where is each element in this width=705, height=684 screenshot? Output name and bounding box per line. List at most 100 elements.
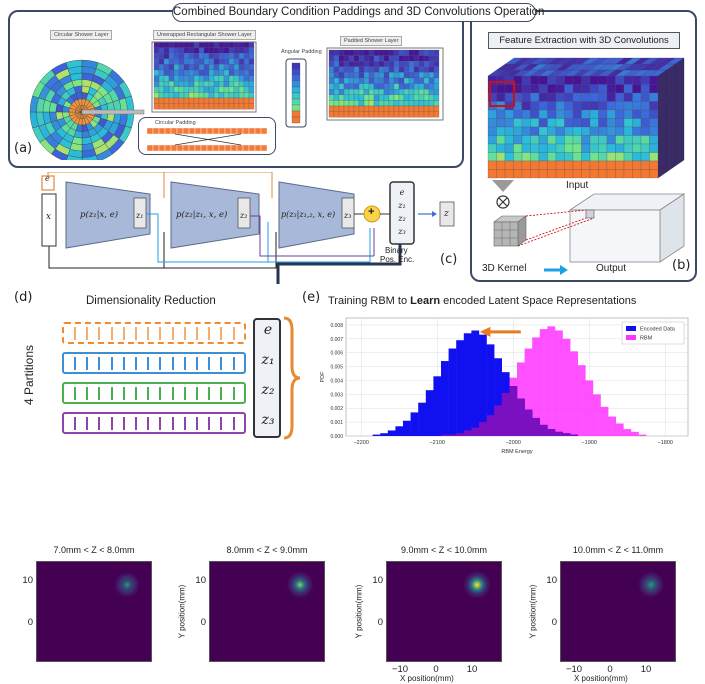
grid-cell	[333, 100, 340, 107]
grid-cell	[504, 143, 514, 153]
grid-cell	[218, 69, 225, 76]
legend-label: RBM	[640, 336, 653, 342]
grid-cell	[413, 83, 420, 90]
grid-cell	[358, 111, 365, 118]
grid-cell	[428, 105, 435, 112]
grid-cell	[248, 81, 255, 87]
grid-cell	[403, 55, 410, 62]
grid-cell	[383, 55, 390, 62]
grid-cell	[418, 105, 425, 112]
grid-cell	[168, 53, 175, 59]
grid-cell	[408, 61, 415, 67]
grid-cell	[572, 109, 582, 119]
grid-cell	[183, 69, 190, 76]
grid-cell	[248, 103, 255, 110]
grid-cell	[338, 77, 345, 84]
grid-cell	[423, 66, 430, 73]
grid-cell	[598, 135, 608, 145]
grid-cell	[572, 75, 582, 85]
partition-tick	[232, 417, 235, 430]
grid-cell	[373, 83, 380, 90]
encoder-1-label: p(z₁|x, e)	[80, 210, 119, 220]
grid-cell	[228, 64, 235, 71]
grid-cell	[363, 55, 370, 62]
grid-cell	[233, 69, 240, 76]
grid-cell	[428, 94, 435, 101]
e-input-label: e	[45, 174, 50, 183]
grid-cell	[487, 135, 497, 145]
grid-cell	[408, 105, 415, 112]
grid-cell	[248, 92, 255, 99]
grid-cell	[213, 81, 220, 87]
heatmap-plot	[209, 561, 325, 662]
grid-cell	[615, 160, 625, 170]
grid-cell	[343, 111, 350, 118]
grid-cell	[238, 75, 245, 82]
grid-cell	[572, 135, 582, 145]
grid-cell	[640, 160, 650, 170]
grid-cell	[358, 89, 365, 95]
grid-cell	[589, 101, 599, 111]
partition-tick	[135, 387, 137, 400]
overlap-bar	[471, 427, 480, 436]
x-tick-label: −1800	[657, 440, 672, 446]
grid-cell	[649, 75, 659, 85]
grid-cell	[218, 41, 225, 48]
grid-cell	[153, 53, 160, 59]
grid-cell	[589, 109, 599, 119]
overlap-bar	[448, 434, 457, 436]
grid-cell	[233, 53, 240, 59]
grid-cell	[343, 100, 350, 107]
grid-cell	[153, 86, 160, 93]
partition-tick	[196, 327, 198, 340]
grid-cell	[388, 83, 395, 90]
grid-cell	[632, 84, 642, 94]
grid-cell	[606, 152, 616, 162]
grid-cell	[208, 41, 215, 48]
grid-cell	[521, 75, 531, 85]
grid-cell	[353, 72, 360, 79]
grid-cell	[538, 152, 548, 162]
grid-cell	[398, 72, 405, 79]
grid-cell	[513, 135, 523, 145]
heatmap-x-tick: 0	[433, 664, 439, 675]
grid-cell	[378, 100, 385, 107]
y-tick-label: 0.002	[330, 406, 343, 412]
grid-cell	[413, 77, 420, 84]
circular-layer-label: Circular Shower Layer	[50, 30, 113, 40]
grid-cell	[363, 61, 370, 67]
panel-e-title-prefix: Training RBM to	[328, 295, 411, 307]
grid-cell	[328, 94, 335, 101]
grid-cell	[530, 101, 540, 111]
grid-cell	[223, 81, 230, 87]
grid-cell	[153, 92, 160, 99]
grid-cell	[343, 94, 350, 101]
grid-cell	[333, 111, 340, 118]
grid-cell	[348, 105, 355, 112]
panel-e-letter: (e)	[302, 290, 321, 305]
overlap-bar	[509, 386, 518, 436]
grid-cell	[393, 66, 400, 73]
grid-cell	[233, 86, 240, 93]
grid-cell	[598, 143, 608, 153]
grid-cell	[538, 143, 548, 153]
grid-cell	[383, 105, 390, 112]
grid-cell	[428, 72, 435, 79]
heatmap-x-axis-label: X position(mm)	[574, 674, 628, 683]
grid-cell	[168, 97, 175, 104]
grid-cell	[168, 92, 175, 99]
grid-cell	[243, 58, 250, 65]
grid-cell	[378, 49, 385, 56]
partition-tick	[74, 417, 76, 430]
grid-cell	[403, 66, 410, 73]
grid-cell	[538, 101, 548, 111]
grid-cell	[213, 64, 220, 71]
grid-cell	[373, 72, 380, 79]
grid-cell	[615, 135, 625, 145]
grid-cell	[238, 86, 245, 93]
grid-cell	[418, 100, 425, 107]
grid-cell	[598, 152, 608, 162]
grid-cell	[338, 111, 345, 118]
grid-cell	[388, 61, 395, 67]
grid-cell	[348, 61, 355, 67]
